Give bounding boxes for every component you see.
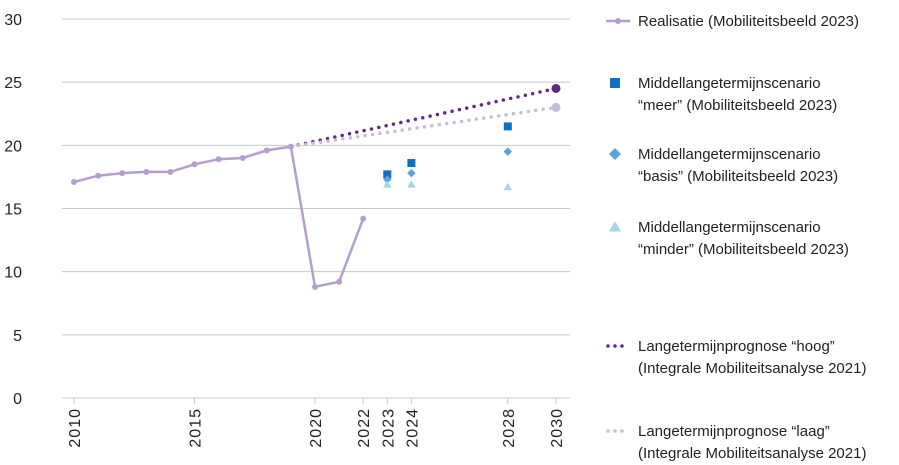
legend-marker-line [606, 18, 630, 24]
series-1-point [71, 178, 77, 185]
series-1-point [360, 215, 367, 222]
legend-marker-dotted [606, 344, 631, 348]
series-1-point [119, 170, 126, 177]
y-tick-label: 25 [4, 75, 22, 92]
x-tick-label: 2020 [308, 408, 325, 448]
legend-marker-square [610, 78, 620, 88]
x-tick-label: 2022 [356, 408, 373, 448]
legend-label: Realisatie (Mobiliteitsbeeld 2023) [638, 13, 859, 30]
legend-item-5: Langetermijnprognose “hoog” (Integrale M… [605, 336, 899, 380]
x-tick-label: 2010 [67, 408, 84, 448]
legend-item-1: Realisatie (Mobiliteitsbeeld 2023) [605, 11, 899, 55]
series-2-point [407, 159, 416, 168]
legend-label: Langetermijnprognose “laag” (Integrale M… [638, 423, 867, 462]
legend-marker-diamond [609, 148, 621, 160]
legend-item-3: Middellangetermijnscenario “basis” (Mobi… [605, 144, 899, 188]
series-6-point [551, 102, 561, 112]
series-4-point [407, 180, 416, 188]
series-1-point [312, 283, 318, 290]
legend-item-4: Middellangetermijnscenario “minder” (Mob… [605, 217, 899, 261]
y-tick-label: 15 [4, 202, 22, 219]
legend: Realisatie (Mobiliteitsbeeld 2023) Middel… [605, 0, 899, 462]
series-3-point [383, 175, 392, 184]
y-tick-label: 20 [4, 138, 22, 155]
x-tick-label: 2015 [188, 408, 205, 448]
legend-label: Middellangetermijnscenario “minder” (Mob… [638, 219, 849, 258]
legend-item-6: Langetermijnprognose “laag” (Integrale M… [605, 421, 899, 465]
series-1-point [95, 172, 102, 179]
x-tick-label: 2023 [380, 408, 397, 448]
legend-point [609, 148, 621, 160]
series-1-point [239, 154, 246, 161]
y-tick-label: 10 [4, 265, 22, 282]
legend-label: Middellangetermijnscenario “meer” (Mobil… [638, 75, 838, 114]
legend-point [615, 18, 621, 24]
x-tick-label: 2030 [549, 408, 566, 448]
legend-label: Middellangetermijnscenario “basis” (Mobi… [638, 146, 839, 185]
series-1-point [263, 147, 270, 154]
series-1-point [336, 278, 343, 285]
series-5-line [289, 86, 558, 149]
y-tick-label: 0 [13, 391, 22, 408]
y-tick-label: 5 [13, 328, 22, 345]
series-2-point [383, 170, 392, 179]
series-2-point [503, 122, 512, 131]
series-3-point [503, 147, 512, 156]
series-4-point [383, 180, 392, 188]
legend-label: Langetermijnprognose “hoog” (Integrale M… [638, 338, 867, 377]
series-1-point [167, 168, 174, 175]
series-1-line [73, 145, 365, 289]
series-1-point [215, 156, 222, 163]
x-tick-label: 2024 [404, 408, 421, 448]
series-4-point [503, 182, 512, 191]
legend-point [610, 78, 620, 88]
legend-item-2: Middellangetermijnscenario “meer” (Mobil… [605, 73, 899, 117]
x-tick-label: 2028 [501, 408, 518, 448]
series-1-point [143, 168, 150, 175]
legend-point [609, 221, 621, 232]
y-tick-label: 30 [4, 12, 22, 29]
series-1-point [191, 161, 198, 168]
series-1-point [287, 143, 294, 150]
series-5-point [551, 83, 561, 93]
series-6-line [289, 105, 558, 149]
legend-marker-dotted [606, 429, 631, 433]
series-3-point [407, 168, 416, 178]
legend-marker-triangle [609, 221, 621, 232]
